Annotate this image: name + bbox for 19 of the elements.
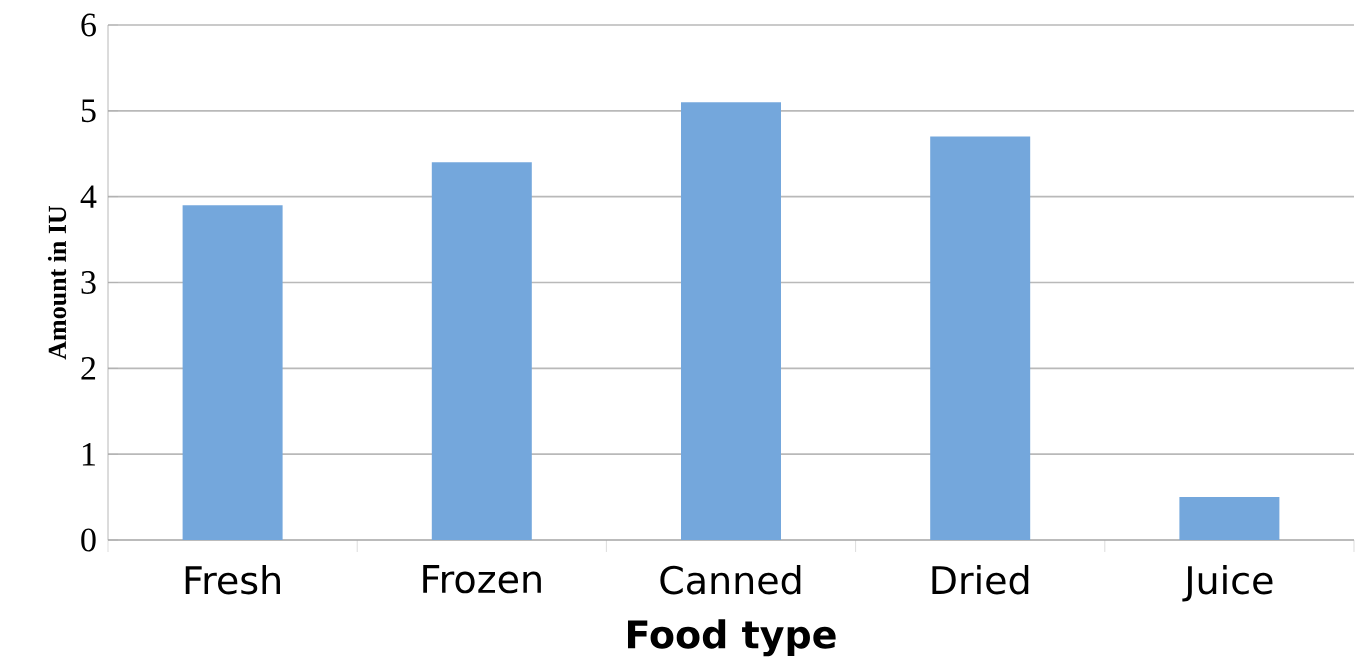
y-tick-label: 5 bbox=[81, 99, 96, 123]
y-tick-label: 2 bbox=[81, 357, 96, 380]
y-axis-title: Amount in IU bbox=[47, 205, 67, 360]
y-tick-label: 0 bbox=[81, 528, 96, 552]
x-tick-label: Dried bbox=[932, 565, 1029, 595]
bar bbox=[930, 136, 1031, 540]
bar bbox=[681, 102, 781, 540]
y-tick-label: 4 bbox=[80, 185, 97, 208]
bar bbox=[431, 162, 532, 540]
bar bbox=[1179, 497, 1280, 540]
x-tick-label: Fresh bbox=[185, 565, 280, 595]
x-tick-label: Canned bbox=[660, 565, 801, 595]
x-axis-title: Food type bbox=[628, 619, 836, 657]
y-tick-label: 1 bbox=[82, 442, 95, 466]
x-tick-label: Juice bbox=[1182, 565, 1273, 602]
y-tick-label: 3 bbox=[81, 271, 96, 294]
bar bbox=[182, 205, 283, 540]
x-tick-label: Frozen bbox=[423, 565, 541, 594]
y-tick-label: 6 bbox=[81, 13, 96, 37]
